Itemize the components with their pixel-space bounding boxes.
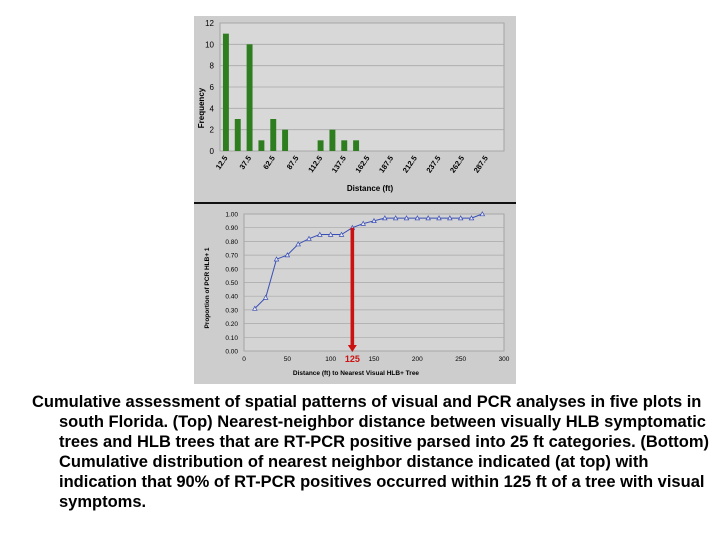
histogram-bar bbox=[353, 140, 360, 151]
histogram-y-tick-label: 10 bbox=[205, 40, 214, 49]
cumulative-y-tick-label: 0.00 bbox=[225, 349, 238, 356]
cumulative-x-tick-label: 200 bbox=[412, 356, 423, 363]
cumulative-data-point bbox=[392, 215, 399, 221]
histogram-bar bbox=[282, 129, 289, 151]
histogram-y-tick-label: 0 bbox=[210, 147, 215, 156]
histogram-x-tick-label: 62.5 bbox=[261, 154, 277, 171]
histogram-x-tick-label: 287.5 bbox=[472, 154, 490, 175]
cumulative-data-point bbox=[284, 252, 291, 258]
cumulative-x-axis-title: Distance (ft) to Nearest Visual HLB+ Tre… bbox=[293, 370, 420, 377]
histogram-y-tick-label: 4 bbox=[210, 104, 215, 113]
cumulative-y-tick-label: 0.70 bbox=[225, 253, 238, 260]
histogram-x-axis-title: Distance (ft) bbox=[347, 184, 394, 193]
cumulative-distribution-chart: 0.00 0.10 0.20 0.30 0.40 0.50 0.60 0.70 0.80 0.90… bbox=[204, 211, 510, 377]
cumulative-data-point bbox=[262, 294, 269, 300]
histogram-y-tick-label: 6 bbox=[210, 83, 215, 92]
histogram-y-axis-title: Frequency bbox=[197, 87, 206, 128]
cumulative-data-point bbox=[479, 211, 486, 217]
histogram-bar bbox=[234, 119, 241, 151]
histogram-x-tick-label: 237.5 bbox=[424, 154, 442, 175]
figure-caption: Cumulative assessment of spatial pattern… bbox=[32, 393, 710, 511]
histogram-x-tick-label: 112.5 bbox=[306, 154, 324, 174]
histogram-bar bbox=[317, 140, 324, 151]
threshold-marker-label: 125 bbox=[345, 354, 360, 364]
cumulative-y-tick-label: 0.60 bbox=[225, 266, 238, 273]
cumulative-y-tick-label: 0.40 bbox=[225, 294, 238, 301]
cumulative-data-point bbox=[371, 217, 377, 223]
histogram-y-tick-label: 8 bbox=[210, 62, 215, 71]
histogram-y-tick-label: 12 bbox=[205, 19, 214, 28]
histogram-x-tick-label: 87.5 bbox=[285, 154, 301, 171]
histogram-bar bbox=[246, 44, 253, 151]
cumulative-y-tick-label: 0.30 bbox=[225, 307, 238, 314]
cumulative-x-tick-label: 0 bbox=[242, 356, 246, 363]
histogram-y-tick-label: 2 bbox=[210, 126, 215, 135]
cumulative-data-point bbox=[338, 231, 345, 237]
histogram-bar bbox=[329, 129, 336, 151]
threshold-marker-line bbox=[350, 227, 355, 347]
histogram-x-tick-label: 12.5 bbox=[214, 154, 230, 171]
cumulative-data-point bbox=[425, 215, 431, 221]
threshold-marker-arrowhead bbox=[347, 345, 357, 352]
cumulative-data-point bbox=[414, 215, 421, 221]
histogram-bar bbox=[270, 119, 277, 151]
histogram-x-tick-label: 262.5 bbox=[448, 154, 466, 175]
cumulative-x-tick-label: 250 bbox=[455, 356, 466, 363]
cumulative-data-point bbox=[447, 215, 453, 221]
cumulative-x-tick-label: 100 bbox=[325, 356, 336, 363]
histogram-bar bbox=[341, 140, 348, 151]
cumulative-x-tick-label: 50 bbox=[284, 356, 292, 363]
cumulative-data-point bbox=[360, 220, 366, 226]
cumulative-y-tick-label: 0.90 bbox=[225, 225, 238, 232]
cumulative-data-point bbox=[273, 256, 280, 262]
cumulative-x-tick-label: 150 bbox=[369, 356, 380, 363]
histogram-bar bbox=[258, 140, 265, 151]
cumulative-data-point bbox=[403, 215, 410, 221]
cumulative-y-tick-label: 0.10 bbox=[225, 335, 238, 342]
histogram-x-tick-label: 162.5 bbox=[353, 154, 371, 175]
panel-divider bbox=[194, 202, 516, 204]
cumulative-data-point bbox=[317, 231, 323, 237]
cumulative-data-point bbox=[457, 215, 464, 221]
cumulative-data-point bbox=[306, 235, 312, 241]
cumulative-data-point bbox=[327, 231, 334, 237]
histogram-x-tick-label: 37.5 bbox=[237, 154, 253, 171]
cumulative-y-tick-label: 0.50 bbox=[225, 280, 238, 287]
cumulative-y-tick-label: 0.20 bbox=[225, 321, 238, 328]
cumulative-y-tick-label: 1.00 bbox=[225, 212, 238, 219]
chart-figure: 0 2 4 6 8 10 12 12.5 37.5 62.5 87.5 112.5 137.5 162.… bbox=[194, 16, 516, 384]
histogram-bar bbox=[222, 33, 229, 151]
cumulative-data-point bbox=[436, 215, 442, 221]
cumulative-y-tick-label: 0.80 bbox=[225, 239, 238, 246]
frequency-histogram: 0 2 4 6 8 10 12 12.5 37.5 62.5 87.5 112.5 137.5 162.… bbox=[197, 19, 505, 193]
histogram-x-tick-label: 187.5 bbox=[377, 154, 395, 175]
cumulative-data-point bbox=[468, 215, 475, 221]
cumulative-series-line bbox=[254, 213, 483, 309]
cumulative-data-point bbox=[295, 241, 301, 247]
cumulative-y-axis-title: Proportion of PCR HLB+ 1 bbox=[204, 247, 211, 328]
histogram-x-tick-label: 212.5 bbox=[401, 154, 419, 175]
cumulative-data-point bbox=[382, 215, 388, 221]
cumulative-data-point bbox=[252, 305, 258, 311]
histogram-x-tick-label: 137.5 bbox=[330, 154, 348, 175]
cumulative-x-tick-label: 300 bbox=[499, 356, 510, 363]
